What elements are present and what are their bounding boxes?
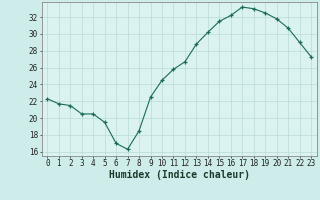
X-axis label: Humidex (Indice chaleur): Humidex (Indice chaleur) [109, 170, 250, 180]
